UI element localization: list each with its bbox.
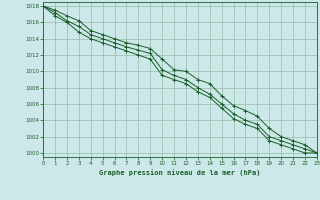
X-axis label: Graphe pression niveau de la mer (hPa): Graphe pression niveau de la mer (hPa) (99, 169, 261, 176)
